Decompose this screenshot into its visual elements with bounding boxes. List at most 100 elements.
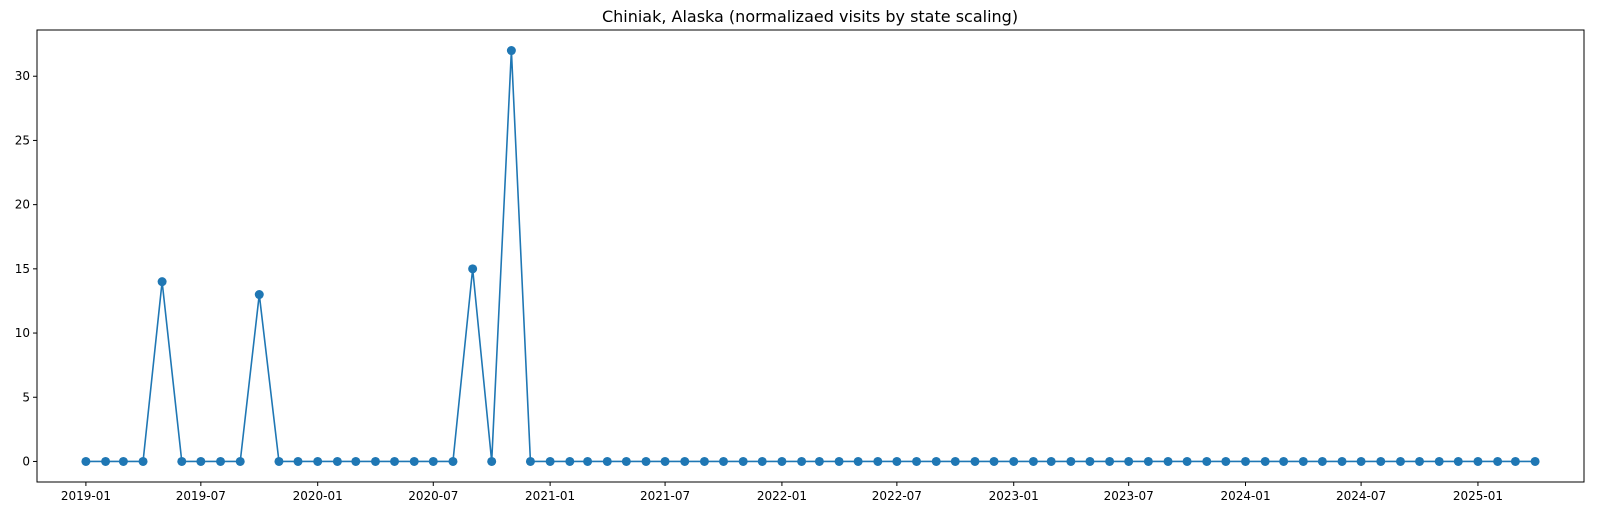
data-point — [1163, 456, 1173, 466]
data-point — [81, 456, 91, 466]
data-point — [525, 456, 535, 466]
data-point — [1279, 456, 1289, 466]
data-point — [177, 456, 187, 466]
y-axis: 0 5 10 15 20 25 30 — [15, 69, 37, 468]
data-point — [834, 456, 844, 466]
data-point — [1415, 456, 1425, 466]
data-point — [892, 456, 902, 466]
y-tick-label: 0 — [22, 454, 30, 468]
x-tick-label: 2020-01 — [293, 489, 343, 503]
data-point — [699, 456, 709, 466]
data-point — [293, 456, 303, 466]
data-point — [1202, 456, 1212, 466]
data-point — [1510, 456, 1520, 466]
data-point — [1085, 456, 1095, 466]
data-point — [428, 456, 438, 466]
x-tick-label: 2022-01 — [757, 489, 807, 503]
data-point — [351, 456, 361, 466]
data-point — [797, 456, 807, 466]
data-point — [660, 456, 670, 466]
x-tick-label: 2024-07 — [1336, 489, 1386, 503]
data-point — [332, 456, 342, 466]
data-point — [1143, 456, 1153, 466]
y-tick-label: 10 — [15, 326, 30, 340]
data-point — [641, 456, 651, 466]
data-point — [1473, 456, 1483, 466]
data-point — [196, 456, 206, 466]
data-point — [738, 456, 748, 466]
data-point — [1395, 456, 1405, 466]
data-point — [1241, 456, 1251, 466]
data-point — [448, 456, 458, 466]
x-tick-label: 2025-01 — [1453, 489, 1503, 503]
series-line — [81, 46, 1540, 466]
x-axis: 2019-01 2019-07 2020-01 2020-07 2021-01 2021-… — [61, 482, 1503, 503]
y-tick-label: 20 — [15, 198, 30, 212]
y-tick-label: 30 — [15, 69, 30, 83]
data-point — [989, 456, 999, 466]
x-tick-label: 2020-07 — [408, 489, 458, 503]
data-point — [235, 456, 245, 466]
data-point — [545, 456, 555, 466]
data-point — [950, 456, 960, 466]
data-point — [1260, 456, 1270, 466]
plot-area-frame — [36, 29, 1585, 483]
data-point — [1493, 456, 1503, 466]
data-point — [1453, 456, 1463, 466]
data-point — [274, 456, 284, 466]
x-tick-label: 2019-07 — [176, 489, 226, 503]
data-point — [506, 46, 516, 56]
data-point — [853, 456, 863, 466]
data-point — [814, 456, 824, 466]
data-point — [1337, 456, 1347, 466]
data-point — [1046, 456, 1056, 466]
data-point — [1221, 456, 1231, 466]
data-point — [777, 456, 787, 466]
y-tick-label: 25 — [15, 133, 30, 147]
data-point — [1009, 456, 1019, 466]
data-point — [370, 456, 380, 466]
data-point — [602, 456, 612, 466]
data-point — [565, 456, 575, 466]
data-point — [390, 456, 400, 466]
data-point — [1298, 456, 1308, 466]
data-point — [912, 456, 922, 466]
y-tick-label: 5 — [22, 390, 30, 404]
data-point — [1530, 456, 1540, 466]
y-tick-label: 15 — [15, 262, 30, 276]
data-point — [757, 456, 767, 466]
data-point — [1105, 456, 1115, 466]
data-point — [873, 456, 883, 466]
data-point — [487, 456, 497, 466]
data-point — [409, 456, 419, 466]
x-tick-label: 2023-07 — [1104, 489, 1154, 503]
data-point — [1356, 456, 1366, 466]
data-point — [1066, 456, 1076, 466]
x-tick-label: 2022-07 — [872, 489, 922, 503]
data-point — [118, 456, 128, 466]
data-point — [313, 456, 323, 466]
data-point — [931, 456, 941, 466]
data-point — [1434, 456, 1444, 466]
x-tick-label: 2024-01 — [1220, 489, 1270, 503]
x-tick-label: 2023-01 — [989, 489, 1039, 503]
data-point — [718, 456, 728, 466]
data-point — [157, 277, 167, 287]
data-point — [1028, 456, 1038, 466]
data-point — [468, 264, 478, 274]
x-tick-label: 2021-01 — [525, 489, 575, 503]
x-tick-label: 2019-01 — [61, 489, 111, 503]
data-point — [970, 456, 980, 466]
data-point — [1317, 456, 1327, 466]
data-point — [1124, 456, 1134, 466]
data-point — [216, 456, 226, 466]
chart-title: Chiniak, Alaska (normalizaed visits by s… — [602, 7, 1018, 26]
x-tick-label: 2021-07 — [640, 489, 690, 503]
data-point — [1376, 456, 1386, 466]
data-point — [621, 456, 631, 466]
data-point — [680, 456, 690, 466]
data-point — [583, 456, 593, 466]
data-point — [254, 290, 264, 300]
data-point — [101, 456, 111, 466]
